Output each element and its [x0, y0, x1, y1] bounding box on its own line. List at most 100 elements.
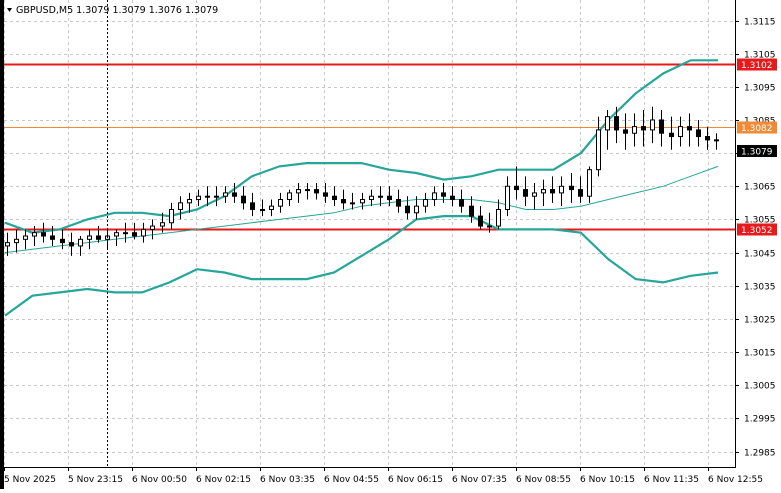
symbol-header-text: GBPUSD,M5 1.3079 1.3079 1.3076 1.3079 — [16, 5, 218, 16]
candle-body — [360, 199, 365, 204]
candle-body — [578, 189, 583, 197]
candle — [305, 182, 310, 200]
candle — [332, 186, 337, 207]
candle-body — [196, 195, 201, 201]
y-tick-label: 1.3115 — [744, 18, 776, 28]
candle-body — [323, 192, 328, 197]
x-tick-label: 5 Nov 2025 — [4, 475, 56, 485]
x-tick-label: 6 Nov 11:35 — [644, 475, 699, 485]
candle — [141, 222, 146, 243]
candle-body — [223, 192, 228, 197]
candle — [287, 189, 292, 207]
candle — [50, 226, 55, 246]
candle-body — [378, 195, 383, 198]
candle-body — [550, 189, 555, 194]
candle — [387, 186, 392, 207]
candle-body — [150, 225, 155, 230]
y-tick-label: 1.3015 — [744, 349, 776, 359]
level-price-tag — [737, 121, 777, 134]
candle-body — [32, 232, 37, 237]
bollinger-middle-line — [4, 165, 719, 254]
candle-body — [632, 126, 637, 134]
candle-body — [78, 238, 83, 247]
candle-body — [514, 185, 519, 191]
candle-body — [305, 189, 310, 192]
candle — [641, 110, 646, 147]
x-tick-label: 6 Nov 02:15 — [196, 475, 251, 485]
candle-body — [341, 199, 346, 204]
candles — [5, 106, 719, 256]
candle — [487, 212, 492, 233]
candle — [132, 222, 137, 240]
level-price-tag — [737, 223, 777, 236]
candle — [5, 232, 10, 256]
candle — [214, 186, 219, 207]
candle-body — [87, 235, 92, 240]
symbol-header: GBPUSD,M5 1.3079 1.3079 1.3076 1.3079 — [7, 5, 218, 16]
candle-body — [260, 208, 265, 211]
candle — [196, 189, 201, 207]
candle — [205, 186, 210, 207]
y-tick-label: 1.3005 — [744, 382, 776, 392]
candle — [41, 222, 46, 243]
candle-body — [314, 189, 319, 194]
candle-body — [96, 235, 101, 240]
y-tick-label: 1.3095 — [744, 84, 776, 94]
candle-body — [169, 208, 174, 224]
candle — [450, 186, 455, 207]
candle — [96, 226, 101, 243]
candle — [587, 166, 592, 203]
candle — [623, 113, 628, 150]
candle — [669, 116, 674, 150]
candle-body — [396, 199, 401, 207]
candle-body — [587, 169, 592, 197]
candle-body — [523, 189, 528, 197]
candle — [532, 182, 537, 210]
y-tick-label: 1.2985 — [744, 449, 776, 459]
candle — [69, 232, 74, 256]
candle — [678, 116, 683, 147]
candle — [514, 166, 519, 200]
level-price-tag-text: 1.3102 — [741, 61, 773, 71]
candle-body — [614, 116, 619, 131]
x-tick-label: 6 Nov 12:55 — [708, 475, 763, 485]
x-tick-label: 6 Nov 08:55 — [516, 475, 571, 485]
candle — [278, 192, 283, 213]
candle-body — [569, 185, 574, 191]
candle — [32, 226, 37, 246]
candle-body — [241, 195, 246, 204]
y-tick-label: 1.3105 — [744, 51, 776, 61]
candle-body — [696, 129, 701, 138]
candle-body — [623, 129, 628, 134]
candle — [160, 212, 165, 233]
candle-body — [423, 199, 428, 207]
candle-body — [14, 238, 19, 244]
dropdown-triangle-icon[interactable] — [7, 8, 12, 12]
candle-body — [432, 192, 437, 201]
candle-body — [669, 132, 674, 138]
candle — [423, 192, 428, 213]
price-tags: 1.3102 1.3052 1.3082 1.3079 — [737, 58, 777, 236]
candle-body — [187, 199, 192, 204]
candle-body — [332, 195, 337, 201]
candle-body — [23, 235, 28, 240]
candle — [60, 229, 65, 250]
candle — [314, 182, 319, 200]
candle-body — [296, 189, 301, 194]
candle-body — [687, 126, 692, 131]
candle-body — [41, 232, 46, 237]
candle-body — [5, 242, 10, 247]
candle-body — [278, 199, 283, 207]
candle — [296, 182, 301, 203]
candle-body — [659, 119, 664, 134]
candle — [360, 192, 365, 210]
candle-body — [132, 232, 137, 237]
candle-body — [705, 136, 710, 141]
candle — [550, 176, 555, 203]
y-tick-label: 1.3025 — [744, 316, 776, 326]
time-axis: 5 Nov 2025 5 Nov 23:15 6 Nov 00:50 6 Nov 02… — [4, 467, 763, 485]
candle-body — [205, 195, 210, 198]
candle — [260, 199, 265, 217]
